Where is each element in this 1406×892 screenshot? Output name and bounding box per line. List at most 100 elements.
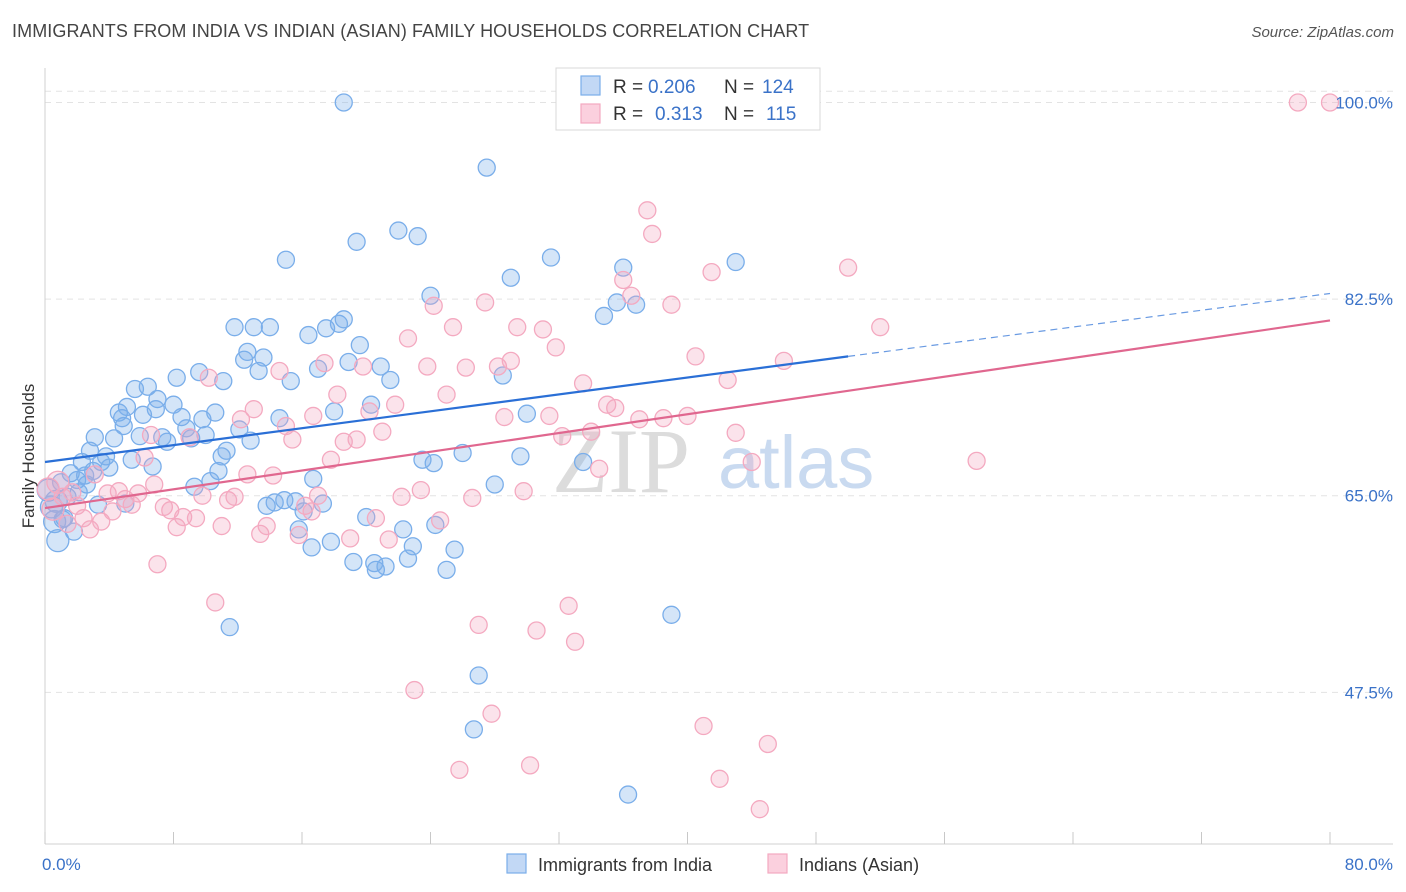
point-indian-asian — [304, 406, 323, 426]
trend-lines — [44, 292, 1331, 510]
point-indian-asian — [710, 769, 729, 788]
point-indian-asian — [456, 358, 475, 377]
point-india — [376, 557, 395, 576]
point-indian-asian — [1288, 93, 1308, 112]
point-indian-asian — [527, 621, 546, 640]
point-indian-asian — [475, 293, 495, 312]
bottom-legend-label-india: Immigrants from India — [538, 855, 713, 875]
point-india — [726, 252, 745, 272]
point-indian-asian — [581, 422, 601, 441]
point-indian-asian — [514, 482, 533, 501]
y-tick-label: 65.0% — [1345, 487, 1393, 506]
point-indian-asian — [742, 452, 761, 472]
legend-r-label-1: R = — [613, 77, 643, 98]
point-india — [339, 352, 358, 372]
point-india — [445, 540, 464, 559]
bottom-legend-label-indian-asian: Indians (Asian) — [799, 855, 919, 875]
legend-n-value-2: 115 — [766, 104, 796, 125]
point-india — [85, 428, 104, 447]
point-india — [324, 402, 344, 421]
point-india — [117, 397, 137, 417]
point-india — [573, 452, 593, 472]
point-indian-asian — [638, 201, 657, 220]
point-india — [371, 357, 390, 376]
point-indian-asian — [85, 465, 104, 484]
source-label: Source: ZipAtlas.com — [1251, 24, 1394, 41]
point-india — [225, 318, 244, 337]
point-indian-asian — [141, 425, 161, 445]
point-india — [626, 295, 646, 314]
point-indian-asian — [283, 430, 302, 449]
point-indian-asian — [58, 514, 77, 533]
point-indian-asian — [225, 487, 244, 506]
x-tick-label-min: 0.0% — [42, 855, 81, 874]
point-india — [477, 158, 496, 177]
y-axis-title: Family Households — [19, 384, 38, 529]
legend-n-value-1: 124 — [762, 77, 794, 98]
bottom-legend-swatch-indian-asian — [767, 853, 788, 874]
point-indian-asian — [373, 422, 392, 441]
point-indian-asian — [186, 509, 206, 528]
point-indian-asian — [871, 318, 890, 337]
point-indian-asian — [206, 593, 225, 612]
point-indian-asian — [573, 374, 593, 393]
point-india — [662, 605, 681, 624]
point-india — [389, 221, 408, 240]
point-india — [365, 553, 384, 573]
point-india — [299, 325, 318, 345]
point-india — [381, 370, 400, 390]
point-indian-asian — [173, 507, 193, 527]
point-india — [260, 318, 280, 337]
point-india — [76, 466, 95, 485]
point-indian-asian — [463, 488, 482, 508]
point-indian-asian — [1320, 93, 1340, 112]
point-india — [193, 410, 212, 429]
point-india — [437, 560, 456, 580]
point-indian-asian — [74, 509, 93, 528]
point-indian-asian — [774, 351, 794, 371]
point-india — [275, 491, 294, 510]
point-indian-asian — [838, 258, 858, 277]
point-india — [594, 306, 614, 326]
point-indian-asian — [199, 368, 218, 387]
point-indian-asian — [546, 338, 565, 357]
point-india — [394, 520, 413, 539]
point-indian-asian — [508, 318, 527, 337]
point-indian-asian — [341, 529, 360, 548]
point-india — [469, 666, 488, 685]
legend-r-value-2: 0.313 — [655, 104, 703, 125]
point-indian-asian — [379, 530, 398, 549]
point-indian-asian — [360, 402, 379, 421]
point-india — [334, 310, 353, 329]
point-india — [217, 441, 236, 460]
point-india — [276, 250, 296, 269]
y-tick-labels: 47.5% 65.0% 82.5% 100.0% — [1335, 93, 1393, 702]
point-india — [511, 447, 530, 466]
trend-line-india-extension — [848, 292, 1331, 357]
point-india — [366, 560, 386, 580]
point-india — [618, 785, 638, 804]
point-india — [421, 286, 440, 305]
point-india — [408, 227, 427, 246]
point-india — [334, 93, 353, 112]
point-india — [289, 520, 308, 539]
point-indian-asian — [469, 615, 488, 635]
point-indian-asian — [424, 296, 443, 315]
point-india — [403, 537, 422, 556]
point-indian-asian — [411, 480, 431, 500]
point-indian-asian — [148, 555, 167, 574]
point-indian-asian — [244, 400, 263, 419]
point-india — [112, 409, 132, 428]
point-indian-asian — [289, 525, 308, 545]
point-india — [541, 248, 561, 267]
point-india — [190, 362, 209, 382]
point-indian-asian — [231, 410, 251, 429]
trend-line-india — [44, 355, 849, 464]
point-indian-asian — [758, 734, 777, 754]
point-indian-asian — [662, 295, 681, 314]
correlation-legend: R = 0.206 N = 124 R = 0.313 N = 115 — [555, 67, 821, 131]
point-india — [321, 532, 341, 551]
point-india — [61, 464, 80, 483]
point-india — [249, 361, 268, 381]
point-indian-asian — [553, 427, 572, 446]
